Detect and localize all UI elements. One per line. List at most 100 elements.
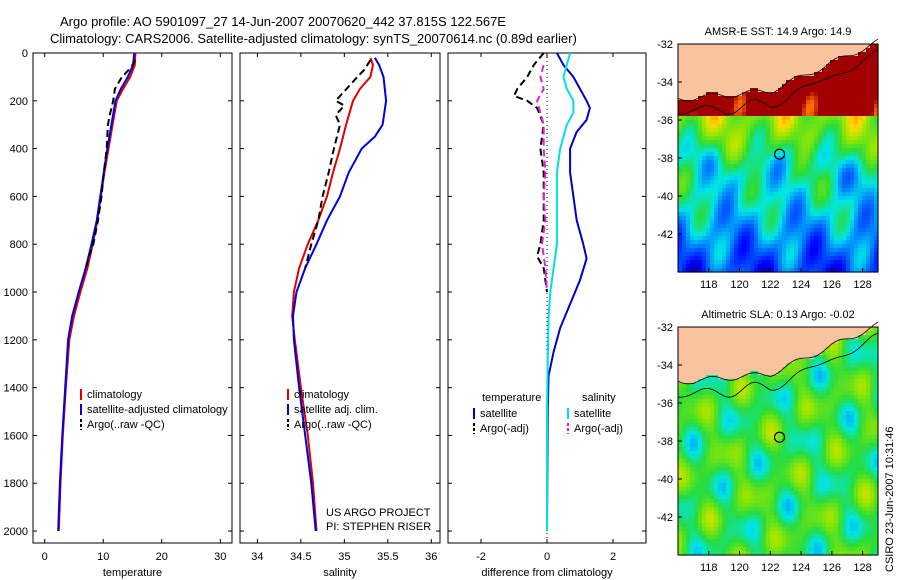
sla-map-cell (798, 491, 803, 496)
sla-map-cell (742, 419, 747, 424)
sla-map-cell (774, 399, 779, 404)
sla-map-cell (730, 367, 735, 372)
sla-map-cell (806, 371, 811, 376)
sst-map-cell (858, 240, 863, 245)
sst-map-cell (838, 108, 843, 113)
sla-map-cell (810, 495, 815, 500)
sst-map-cell (758, 200, 763, 205)
sst-map-cell (758, 156, 763, 161)
sst-map-cell (678, 68, 683, 73)
sla-map-cell (790, 511, 795, 516)
sla-map-cell (678, 407, 683, 412)
sst-map-cell (854, 88, 859, 93)
sla-map-cell (786, 443, 791, 448)
sst-map-cell (814, 260, 819, 265)
sla-map-cell (754, 491, 759, 496)
sst-map-cell (686, 80, 691, 85)
sla-map-cell (814, 391, 819, 396)
sst-map-cell (694, 184, 699, 189)
sst-map-cell (726, 48, 731, 53)
sla-map-cell (690, 331, 695, 336)
sla-map-cell (726, 335, 731, 340)
sla-map-cell (714, 551, 719, 556)
sla-map-cell (690, 551, 695, 556)
sla-map-cell (778, 475, 783, 480)
sst-map-cell (818, 228, 823, 233)
sst-map-cell (718, 100, 723, 105)
sst-map-cell (774, 168, 779, 173)
sst-map-cell (822, 268, 827, 273)
sla-map-cell (714, 463, 719, 468)
panel-2-xtick-label: 34.5 (290, 551, 311, 563)
sla-map-cell (774, 511, 779, 516)
sla-map-cell (782, 403, 787, 408)
sst-map-cell (702, 104, 707, 109)
sst-map-cell (874, 120, 879, 125)
sst-map-cell (862, 192, 867, 197)
sst-map-cell (870, 84, 875, 89)
sst-map-cell (850, 208, 855, 213)
sst-map-cell (806, 60, 811, 65)
sst-map-cell (722, 128, 727, 133)
sla-map-cell (806, 419, 811, 424)
sla-map-cell (758, 539, 763, 544)
sla-map-cell (682, 379, 687, 384)
sla-map-cell (814, 371, 819, 376)
sst-map-cell (754, 196, 759, 201)
sst-map-cell (838, 228, 843, 233)
sst-map-cell (734, 168, 739, 173)
sst-map-cell (774, 216, 779, 221)
sst-map-cell (698, 76, 703, 81)
sst-map-cell (698, 112, 703, 117)
sst-map-cell (750, 140, 755, 145)
sla-map-cell (694, 451, 699, 456)
sst-map-cell (794, 232, 799, 237)
sla-map-cell (742, 523, 747, 528)
sst-map-cell (870, 60, 875, 65)
sst-map-cell (790, 244, 795, 249)
sst-map-cell (858, 172, 863, 177)
sla-map-cell (742, 459, 747, 464)
sst-map-cell (710, 252, 715, 257)
sst-map-cell (830, 252, 835, 257)
sst-map-cell (814, 100, 819, 105)
sst-map-cell (870, 224, 875, 229)
sst-map-cell (826, 152, 831, 157)
sla-map-cell (758, 363, 763, 368)
sla-map-cell (806, 407, 811, 412)
sla-map-cell (738, 335, 743, 340)
sst-map-cell (698, 80, 703, 85)
sla-map-cell (778, 539, 783, 544)
sst-map-cell (678, 164, 683, 169)
sla-map-cell (698, 327, 703, 332)
sst-map-cell (802, 104, 807, 109)
sst-map-cell (834, 176, 839, 181)
sst-map-cell (794, 96, 799, 101)
sst-map-cell (734, 244, 739, 249)
sst-map-cell (814, 248, 819, 253)
panel-2-legend-label: Argo(..raw -QC) (294, 419, 372, 431)
sst-map-cell (746, 108, 751, 113)
sla-map-cell (698, 387, 703, 392)
sla-map-cell (726, 403, 731, 408)
sst-map-cell (846, 60, 851, 65)
sla-map-cell (750, 467, 755, 472)
sst-map-cell (846, 264, 851, 269)
sla-map-cell (814, 403, 819, 408)
sst-map-cell (790, 56, 795, 61)
sst-map-cell (778, 76, 783, 81)
sst-map-cell (802, 216, 807, 221)
sst-map-cell (790, 196, 795, 201)
sst-map-cell (818, 240, 823, 245)
sst-map-cell (814, 112, 819, 117)
sst-map-cell (862, 112, 867, 117)
sst-map-cell (794, 132, 799, 137)
sst-map-cell (774, 180, 779, 185)
sla-map-cell (810, 427, 815, 432)
sst-map-cell (870, 216, 875, 221)
sla-map-cell (734, 523, 739, 528)
sla-map-cell (766, 479, 771, 484)
sst-map-cell (798, 252, 803, 257)
sla-map-cell (794, 447, 799, 452)
sla-map-cell (742, 403, 747, 408)
